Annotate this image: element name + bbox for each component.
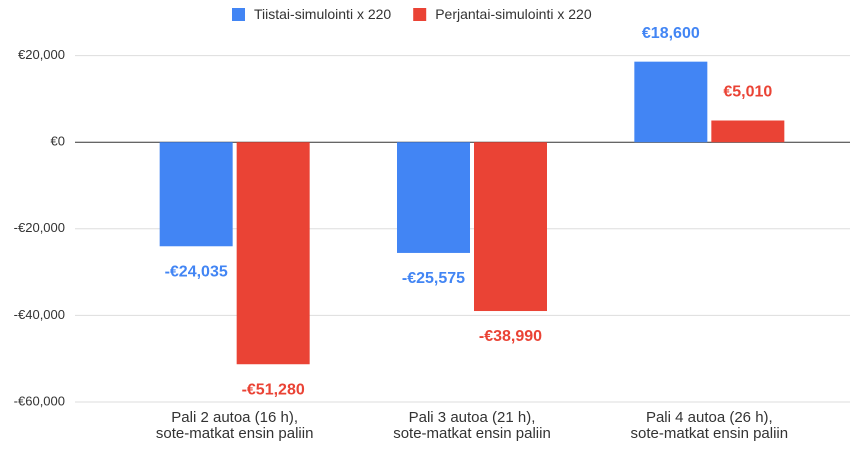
bar	[159, 142, 233, 247]
bar	[634, 61, 708, 143]
x-tick-label: Pali 3 autoa (21 h),	[409, 409, 536, 426]
legend-swatch	[413, 8, 427, 21]
legend-label: Perjantai-simulointi x 220	[435, 6, 592, 22]
bar	[236, 142, 310, 365]
x-tick-label: sote-matkat ensin paliin	[393, 425, 551, 442]
value-label: €18,600	[642, 25, 700, 42]
bar	[397, 142, 470, 253]
value-label: -€24,035	[165, 263, 228, 280]
bar	[711, 120, 785, 143]
y-tick-label: €20,000	[18, 47, 65, 62]
x-tick-label: Pali 4 autoa (26 h),	[646, 409, 773, 426]
legend-swatch	[232, 8, 245, 21]
value-label: -€38,990	[479, 328, 542, 345]
x-tick-label: sote-matkat ensin paliin	[156, 425, 314, 442]
y-tick-label: -€40,000	[14, 307, 65, 322]
x-tick-label: Pali 2 autoa (16 h),	[171, 409, 298, 426]
value-label: -€25,575	[402, 270, 465, 287]
y-tick-label: -€20,000	[14, 220, 65, 235]
y-tick-label: -€60,000	[14, 393, 65, 408]
value-label: -€51,280	[242, 381, 305, 398]
x-tick-label: sote-matkat ensin paliin	[631, 425, 789, 442]
y-tick-label: €0	[51, 134, 65, 149]
bar	[474, 142, 547, 312]
value-label: €5,010	[723, 84, 772, 101]
legend-label: Tiistai-simulointi x 220	[254, 6, 391, 22]
